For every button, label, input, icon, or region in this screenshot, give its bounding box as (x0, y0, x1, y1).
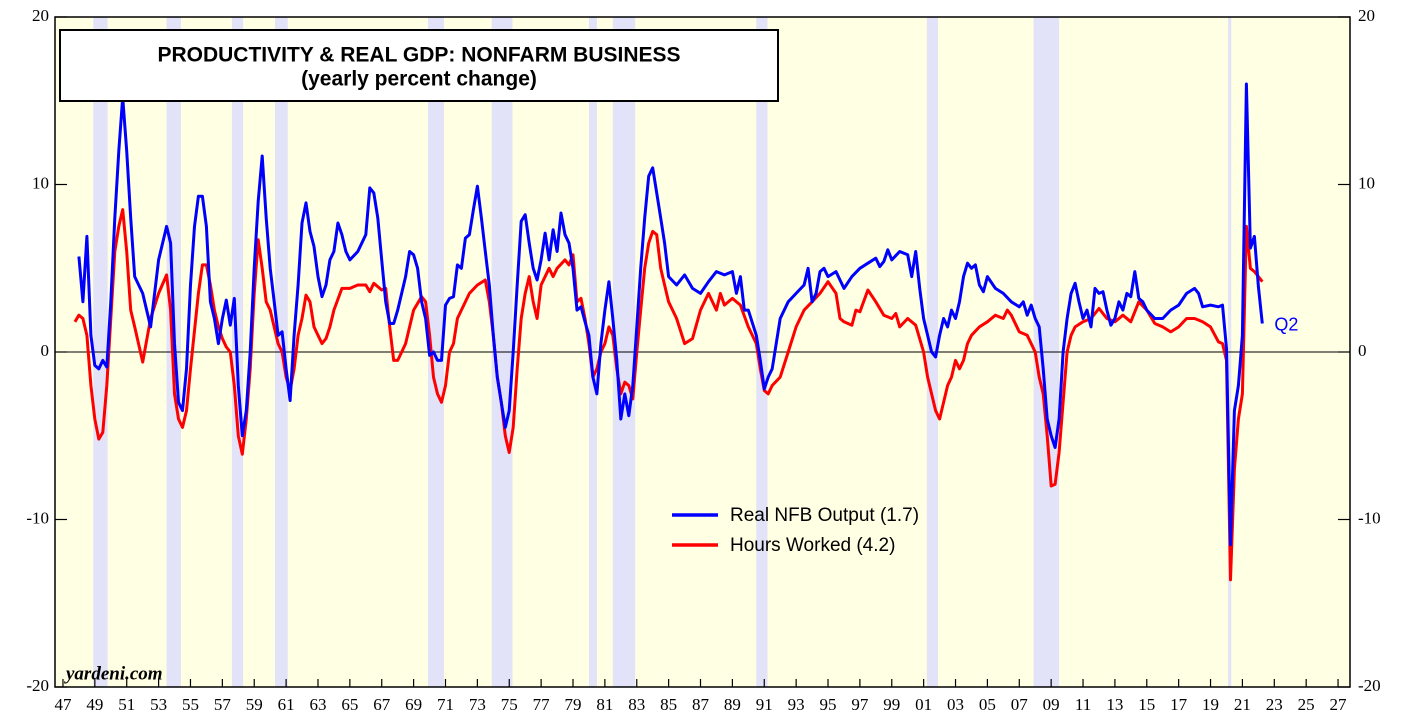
x-tick-label: 67 (373, 695, 391, 714)
x-tick-label: 11 (1075, 695, 1091, 714)
x-tick-label: 47 (54, 695, 72, 714)
x-tick-label: 93 (788, 695, 805, 714)
series-line (77, 82, 1264, 547)
x-tick-label: 99 (883, 695, 900, 714)
x-tick-label: 21 (1234, 695, 1251, 714)
x-tick-label: 57 (214, 695, 232, 714)
x-tick-label: 63 (309, 695, 326, 714)
y2-tick-label: -20 (1358, 676, 1381, 695)
x-tick-label: 89 (724, 695, 741, 714)
y-tick-label: -10 (26, 508, 49, 527)
x-tick-label: 17 (1170, 695, 1188, 714)
x-tick-label: 55 (182, 695, 199, 714)
x-tick-label: 97 (851, 695, 869, 714)
y2-tick-label: 0 (1358, 341, 1367, 360)
x-tick-label: 81 (596, 695, 613, 714)
x-tick-label: 83 (628, 695, 645, 714)
y-tick-label: 20 (32, 6, 49, 25)
x-tick-label: 65 (341, 695, 358, 714)
x-tick-label: 87 (692, 695, 710, 714)
x-tick-label: 69 (405, 695, 422, 714)
x-tick-label: 77 (533, 695, 551, 714)
y-tick-label: 10 (32, 173, 49, 192)
y-tick-label: 0 (41, 341, 50, 360)
y2-tick-label: 10 (1358, 173, 1375, 192)
x-tick-label: 91 (756, 695, 773, 714)
x-tick-label: 19 (1202, 695, 1219, 714)
x-tick-label: 95 (820, 695, 837, 714)
x-tick-label: 71 (437, 695, 454, 714)
x-tick-label: 85 (660, 695, 677, 714)
plot-frame (54, 16, 1351, 688)
x-tick-label: 15 (1138, 695, 1155, 714)
annotation: Q2 (1274, 314, 1298, 334)
x-tick-label: 79 (565, 695, 582, 714)
series-lines (73, 82, 1264, 582)
x-tick-label: 73 (469, 695, 486, 714)
chart-subtitle: (yearly percent change) (301, 68, 537, 91)
legend-label: Hours Worked (4.2) (730, 535, 895, 556)
tick-labels: 20 20 10 10 0 0 -10 -10 -20 -20 47 49 51 53 55 57 59 61 63… (26, 6, 1380, 714)
y2-tick-label: -10 (1358, 508, 1381, 527)
x-tick-label: 25 (1298, 695, 1315, 714)
x-tick-label: 59 (246, 695, 263, 714)
chart-title: PRODUCTIVITY & REAL GDP: NONFARM BUSINES… (157, 44, 680, 67)
x-tick-label: 51 (118, 695, 135, 714)
axes (55, 16, 1350, 688)
x-tick-label: 49 (86, 695, 103, 714)
x-tick-label: 03 (947, 695, 964, 714)
y-tick-label: -20 (26, 676, 49, 695)
x-tick-label: 75 (501, 695, 518, 714)
x-tick-label: 01 (915, 695, 932, 714)
x-tick-label: 13 (1106, 695, 1123, 714)
title-box (59, 29, 779, 102)
y2-tick-label: 20 (1358, 6, 1375, 25)
source-label: yardeni.com (64, 663, 163, 684)
x-tick-label: 61 (278, 695, 295, 714)
x-tick-label: 07 (1011, 695, 1029, 714)
x-tick-label: 09 (1043, 695, 1060, 714)
x-tick-label: 27 (1330, 695, 1348, 714)
x-tick-label: 23 (1266, 695, 1283, 714)
x-tick-label: 53 (150, 695, 167, 714)
legend-label: Real NFB Output (1.7) (730, 505, 919, 526)
legend: Real NFB Output (1.7) Hours Worked (4.2) Q… (672, 314, 1298, 556)
x-tick-label: 05 (979, 695, 996, 714)
